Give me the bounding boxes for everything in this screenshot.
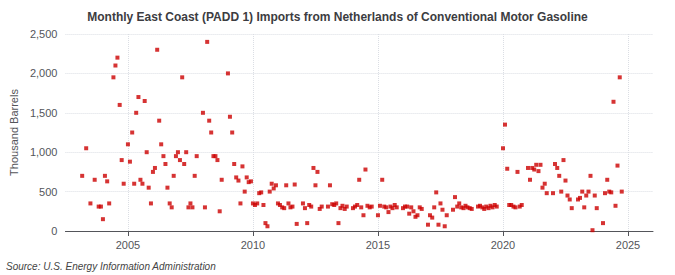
svg-text:2,500: 2,500 [30, 28, 58, 40]
svg-text:2005: 2005 [116, 239, 140, 251]
svg-text:1,500: 1,500 [30, 107, 58, 119]
svg-text:Source: U.S. Energy Informatio: Source: U.S. Energy Information Administ… [6, 261, 216, 272]
svg-text:Monthly East Coast (PADD 1) Im: Monthly East Coast (PADD 1) Imports from… [87, 10, 588, 24]
svg-text:2010: 2010 [241, 239, 265, 251]
svg-text:0: 0 [51, 225, 57, 237]
svg-text:2015: 2015 [366, 239, 390, 251]
svg-text:2025: 2025 [616, 239, 640, 251]
svg-text:2,000: 2,000 [30, 67, 58, 79]
svg-text:500: 500 [39, 186, 57, 198]
svg-text:Thousand Barrels: Thousand Barrels [8, 89, 20, 176]
svg-text:1,000: 1,000 [30, 146, 58, 158]
svg-text:2020: 2020 [491, 239, 515, 251]
